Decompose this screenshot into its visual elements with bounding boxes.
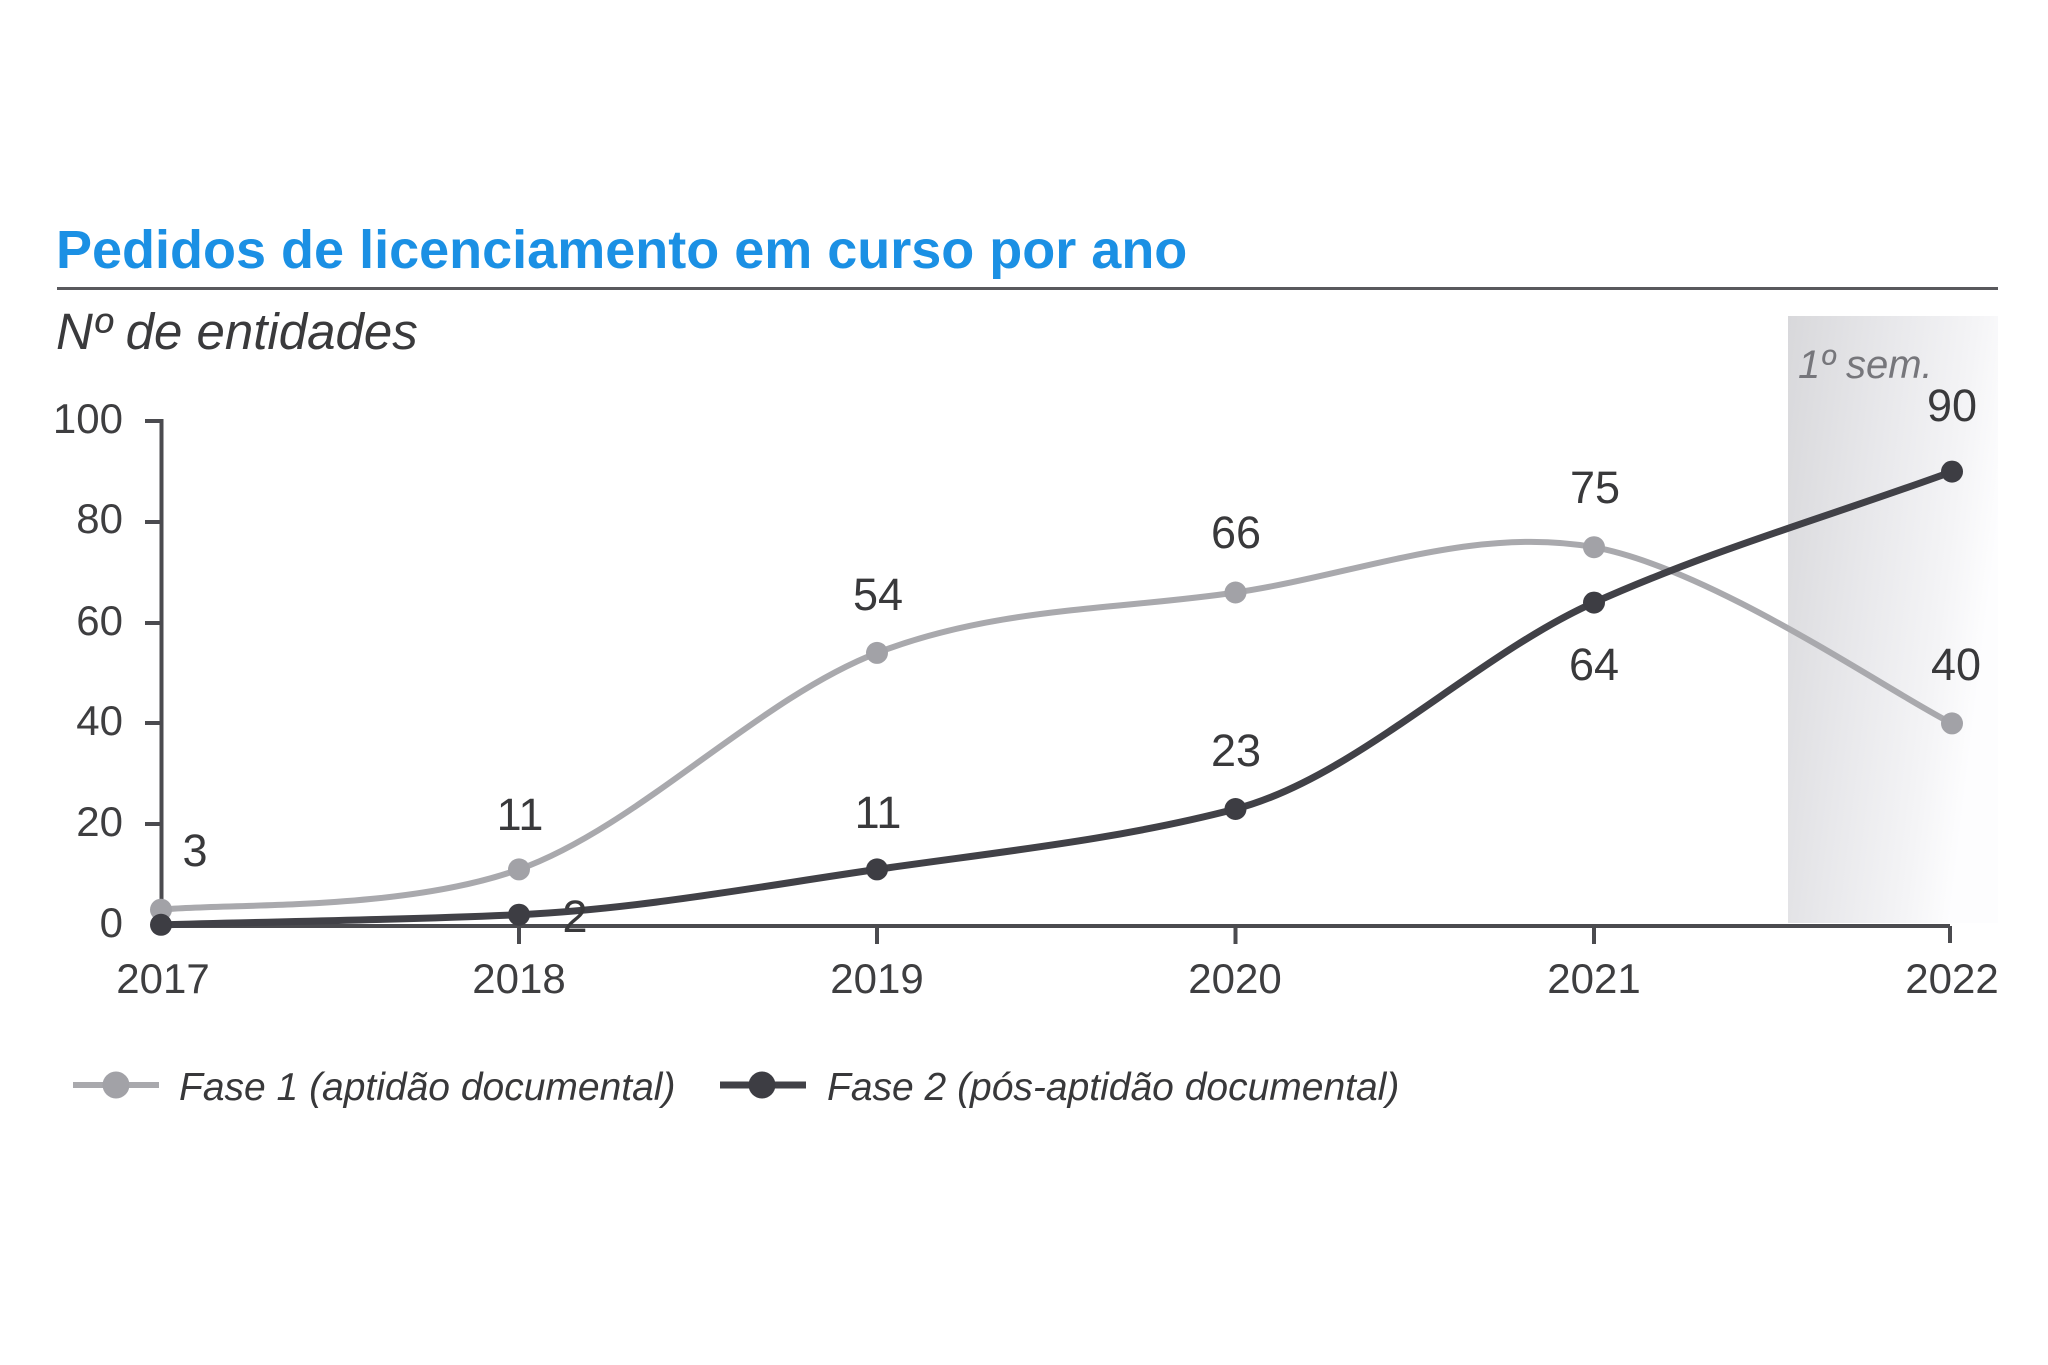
svg-text:64: 64 xyxy=(1569,639,1619,690)
svg-text:0: 0 xyxy=(100,899,123,946)
svg-text:2021: 2021 xyxy=(1547,955,1640,1002)
svg-text:100: 100 xyxy=(53,395,123,442)
svg-text:90: 90 xyxy=(1927,380,1977,431)
svg-text:2018: 2018 xyxy=(472,955,565,1002)
svg-text:60: 60 xyxy=(76,597,123,644)
svg-text:Fase 1 (aptidão documental): Fase 1 (aptidão documental) xyxy=(179,1066,675,1109)
svg-text:Fase 2 (pós-aptidão documental: Fase 2 (pós-aptidão documental) xyxy=(827,1066,1399,1109)
svg-text:11: 11 xyxy=(855,787,902,838)
svg-text:20: 20 xyxy=(76,798,123,845)
svg-text:2: 2 xyxy=(562,891,587,942)
svg-text:2022: 2022 xyxy=(1905,955,1998,1002)
svg-text:40: 40 xyxy=(1931,639,1981,690)
svg-text:2020: 2020 xyxy=(1188,955,1281,1002)
svg-text:23: 23 xyxy=(1211,725,1261,776)
svg-text:2017: 2017 xyxy=(116,955,209,1002)
svg-text:11: 11 xyxy=(497,789,544,840)
svg-text:1º sem.: 1º sem. xyxy=(1798,343,1933,387)
svg-text:3: 3 xyxy=(182,825,207,876)
svg-text:66: 66 xyxy=(1211,507,1261,558)
svg-text:75: 75 xyxy=(1570,462,1620,513)
svg-text:40: 40 xyxy=(76,697,123,744)
svg-text:54: 54 xyxy=(853,569,903,620)
svg-text:80: 80 xyxy=(76,495,123,542)
svg-text:2019: 2019 xyxy=(830,955,923,1002)
